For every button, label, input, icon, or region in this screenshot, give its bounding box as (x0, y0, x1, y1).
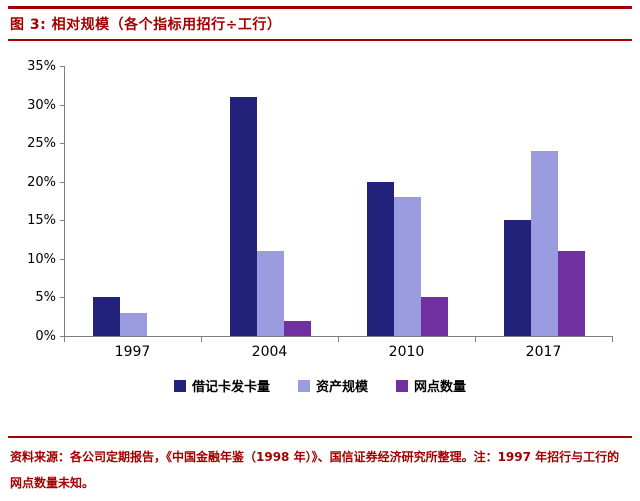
top-divider (8, 6, 632, 9)
legend-label: 借记卡发卡量 (191, 380, 270, 395)
legend: 借记卡发卡量 资产规模 网点数量 (0, 376, 640, 395)
y-axis-tick-label: 25% (27, 136, 56, 152)
x-axis-label: 2017 (525, 344, 562, 360)
y-axis-tick-mark (60, 336, 65, 337)
y-axis-tick-label: 30% (27, 97, 56, 113)
bar (558, 251, 585, 336)
legend-label: 网点数量 (414, 380, 467, 395)
y-axis-tick-label: 0% (35, 329, 56, 344)
source-note: 资料来源：各公司定期报告，《中国金融年鉴（1998 年）》、国信证券经济研究所整… (10, 450, 620, 490)
bar (230, 96, 257, 336)
y-axis-tick-mark (60, 258, 65, 260)
bar (284, 320, 311, 336)
bar (93, 297, 120, 336)
y-axis-tick-label: 15% (27, 213, 56, 229)
y-axis-tick-mark (60, 104, 65, 106)
legend-swatch (396, 379, 408, 392)
legend-item: 网点数量 (396, 376, 466, 395)
y-axis-tick-mark (60, 297, 65, 299)
y-axis-tick-mark (60, 220, 65, 222)
title-divider (8, 39, 632, 41)
x-axis-tick-mark (201, 337, 202, 342)
x-axis-tick-mark (64, 337, 65, 342)
y-axis-tick-label: 10% (27, 251, 56, 267)
bar (394, 197, 421, 336)
x-axis-label: 2004 (251, 344, 288, 360)
legend-item: 资产规模 (297, 376, 368, 395)
legend-item: 借记卡发卡量 (173, 376, 270, 395)
bar-group-1997 (65, 66, 202, 336)
x-axis-tick-mark (475, 337, 476, 342)
plot-area: 0% 5% 10% 15% 20% 25% 30% 35% (27, 59, 613, 344)
x-axis-labels: 1997 2004 2010 2017 (64, 344, 612, 360)
bar (367, 181, 394, 336)
y-axis-tick-label: 35% (27, 59, 56, 74)
legend-swatch (297, 379, 310, 392)
bar-group-2017 (476, 66, 613, 336)
bar (257, 251, 284, 336)
legend-swatch (173, 379, 186, 392)
x-axis-tick-mark (338, 337, 339, 342)
x-axis-tick-mark (612, 337, 613, 342)
bar-groups (65, 66, 613, 336)
x-axis-label: 1997 (114, 344, 151, 360)
bar (504, 220, 531, 336)
bar (120, 312, 147, 336)
y-axis-tick-mark (60, 181, 65, 183)
footer-divider (8, 436, 632, 438)
bar-group-2010 (339, 66, 476, 336)
figure-title: 图 3: 相对规模（各个指标用招行÷工行） (10, 17, 282, 33)
y-axis-tick-mark (60, 143, 65, 145)
bar-group-2004 (202, 66, 339, 336)
x-axis-label: 2010 (388, 344, 425, 360)
bar (531, 150, 558, 336)
y-axis-tick-label: 20% (27, 174, 56, 190)
bar (421, 297, 448, 336)
y-axis-tick-label: 5% (35, 290, 56, 306)
legend-label: 资产规模 (315, 380, 368, 395)
y-axis-tick-mark (60, 66, 65, 67)
